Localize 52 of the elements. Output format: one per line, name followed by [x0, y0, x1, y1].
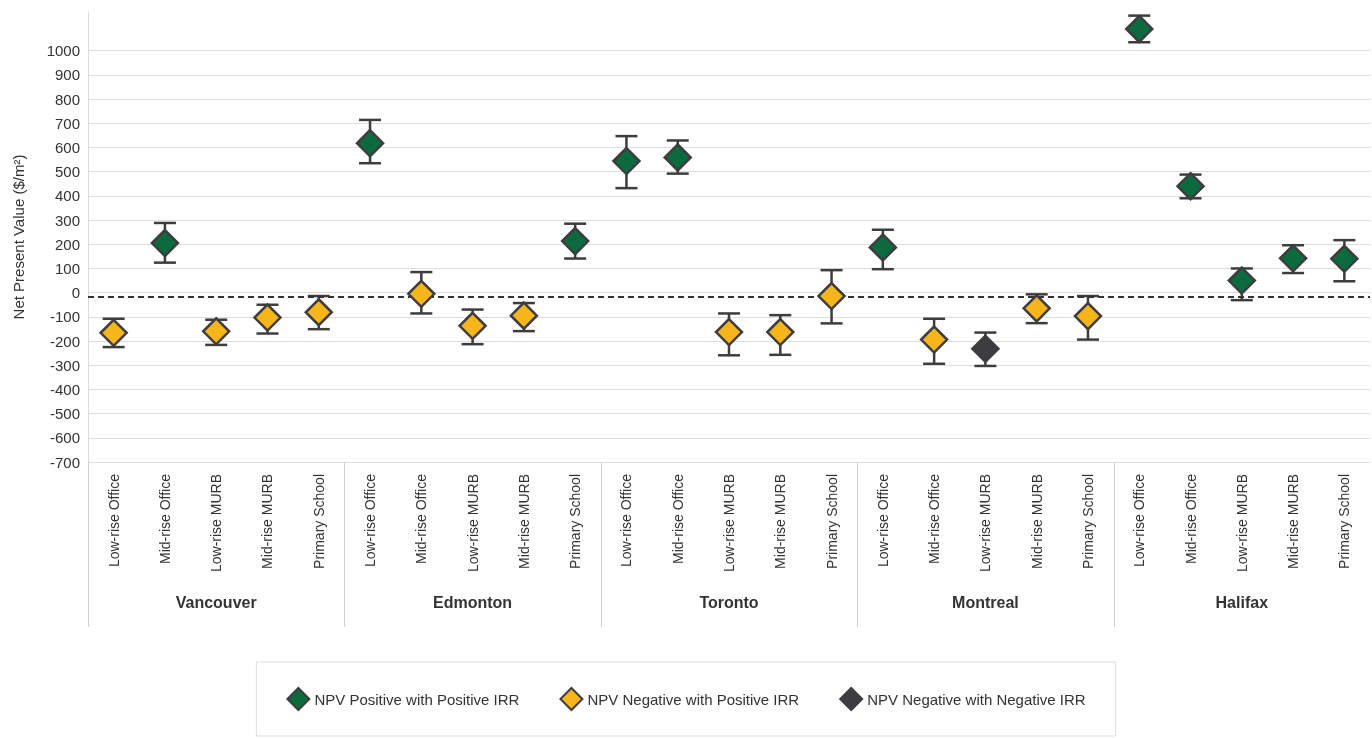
- x-tick-label: Mid-rise Office: [926, 473, 943, 564]
- legend-label: NPV Negative with Negative IRR: [867, 690, 1086, 708]
- x-tick-label: Mid-rise Office: [413, 473, 430, 564]
- y-tick-label: -700: [49, 453, 80, 471]
- y-tick-label: 400: [54, 187, 80, 205]
- x-tick-label: Mid-rise MURB: [1028, 474, 1045, 569]
- x-tick-label: Low-rise Office: [1131, 473, 1148, 568]
- x-tick-label: Low-rise MURB: [464, 474, 481, 573]
- x-tick-label: Low-rise MURB: [977, 474, 994, 573]
- x-tick-label: Primary School: [1079, 474, 1096, 569]
- x-tick-label: Mid-rise Office: [669, 473, 686, 564]
- x-tick-label: Primary School: [567, 474, 584, 569]
- y-tick-label: -100: [49, 308, 80, 326]
- x-tick-label: Low-rise Office: [362, 473, 379, 568]
- legend-label: NPV Negative with Positive IRR: [587, 690, 800, 708]
- x-tick-label: Low-rise MURB: [1233, 474, 1250, 573]
- text: Edmonton: [433, 593, 513, 611]
- x-tick-label: Mid-rise MURB: [772, 474, 789, 569]
- x-tick-label: Mid-rise MURB: [259, 474, 276, 569]
- text: Vancouver: [175, 593, 257, 611]
- x-tick-label: Mid-rise MURB: [515, 474, 532, 569]
- y-axis-title: Net Present Value ($/m²): [10, 154, 27, 320]
- x-tick-label: Primary School: [823, 474, 840, 569]
- x-tick-label: Low-rise Office: [105, 473, 122, 568]
- x-tick-label: Primary School: [310, 474, 327, 569]
- y-tick-label: 600: [54, 138, 80, 156]
- y-tick-label: 200: [54, 235, 80, 253]
- y-tick-label: 500: [54, 163, 80, 181]
- text: Toronto: [699, 593, 759, 611]
- y-tick-label: 700: [54, 114, 80, 132]
- x-tick-label: Mid-rise Office: [1182, 473, 1199, 564]
- text: Montreal: [952, 593, 1019, 611]
- y-tick-label: -500: [49, 405, 80, 423]
- x-tick-label: Low-rise MURB: [721, 474, 737, 573]
- y-tick-label: -200: [49, 332, 80, 350]
- x-tick-label: Primary School: [1336, 474, 1353, 569]
- x-tick-label: Mid-rise Office: [156, 473, 173, 564]
- x-tick-label: Mid-rise MURB: [1285, 474, 1302, 569]
- y-tick-label: 900: [54, 66, 80, 84]
- y-tick-label: -600: [49, 429, 80, 447]
- y-tick-label: -300: [49, 356, 80, 374]
- y-tick-label: -400: [49, 380, 80, 398]
- y-tick-label: 1000: [46, 42, 80, 60]
- text: Halifax: [1215, 593, 1269, 611]
- y-tick-label: 800: [54, 90, 80, 108]
- y-tick-label: 300: [54, 211, 80, 229]
- x-tick-label: Low-rise MURB: [208, 474, 225, 573]
- x-tick-label: Low-rise Office: [618, 473, 635, 568]
- legend-label: NPV Positive with Positive IRR: [314, 690, 520, 708]
- x-tick-label: Low-rise Office: [874, 473, 891, 568]
- y-tick-label: 100: [54, 259, 80, 277]
- y-tick-label: 0: [71, 284, 80, 302]
